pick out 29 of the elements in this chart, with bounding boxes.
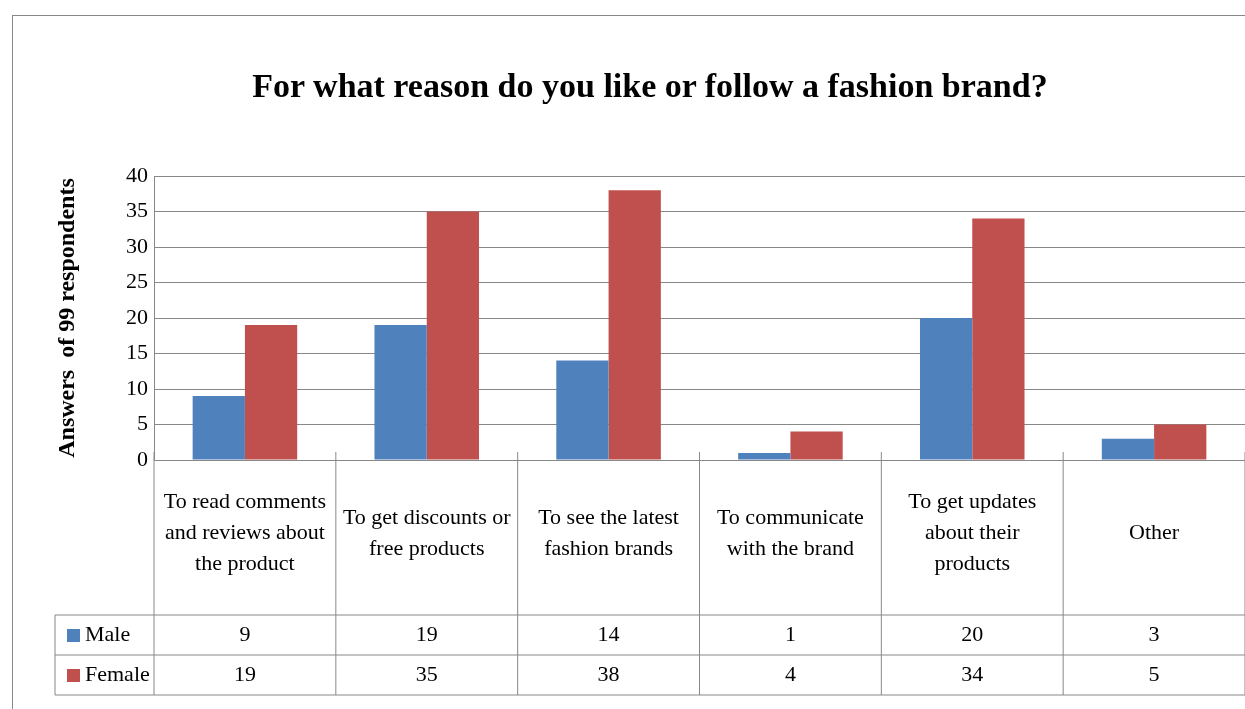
y-tick-label: 20 — [126, 303, 148, 329]
y-tick-label: 30 — [126, 232, 148, 258]
bar — [790, 431, 843, 460]
chart-title: For what reason do you like or follow a fashion brand? — [252, 66, 1048, 104]
x-tick-label: Other — [1129, 519, 1180, 545]
y-tick-label: 10 — [126, 374, 148, 400]
bar — [738, 452, 791, 460]
bar — [972, 218, 1025, 460]
x-tick-label: To see the latest fashion brands — [538, 503, 679, 560]
bar — [244, 325, 298, 460]
y-tick-label: 15 — [126, 339, 148, 365]
x-tick-label: To get discounts or free products — [342, 503, 512, 560]
bar — [919, 318, 973, 460]
y-tick-label: 0 — [137, 445, 148, 471]
bar — [1154, 424, 1207, 460]
x-tick-label: To get updates about their products — [908, 488, 1037, 576]
x-tick-label: To communicate with the brand — [716, 503, 864, 560]
bar — [556, 360, 609, 460]
y-axis-title: Answers of 99 respondents — [53, 178, 80, 458]
bar — [608, 190, 661, 460]
bar — [192, 396, 245, 460]
bar — [374, 325, 427, 460]
bar — [426, 211, 480, 460]
y-tick-label: 5 — [137, 410, 148, 436]
y-tick-label: 40 — [126, 161, 148, 187]
x-tick-label: To read comments and reviews about the product — [163, 488, 327, 576]
bar — [1101, 438, 1155, 460]
y-tick-label: 35 — [126, 197, 148, 223]
y-tick-label: 25 — [126, 268, 148, 294]
